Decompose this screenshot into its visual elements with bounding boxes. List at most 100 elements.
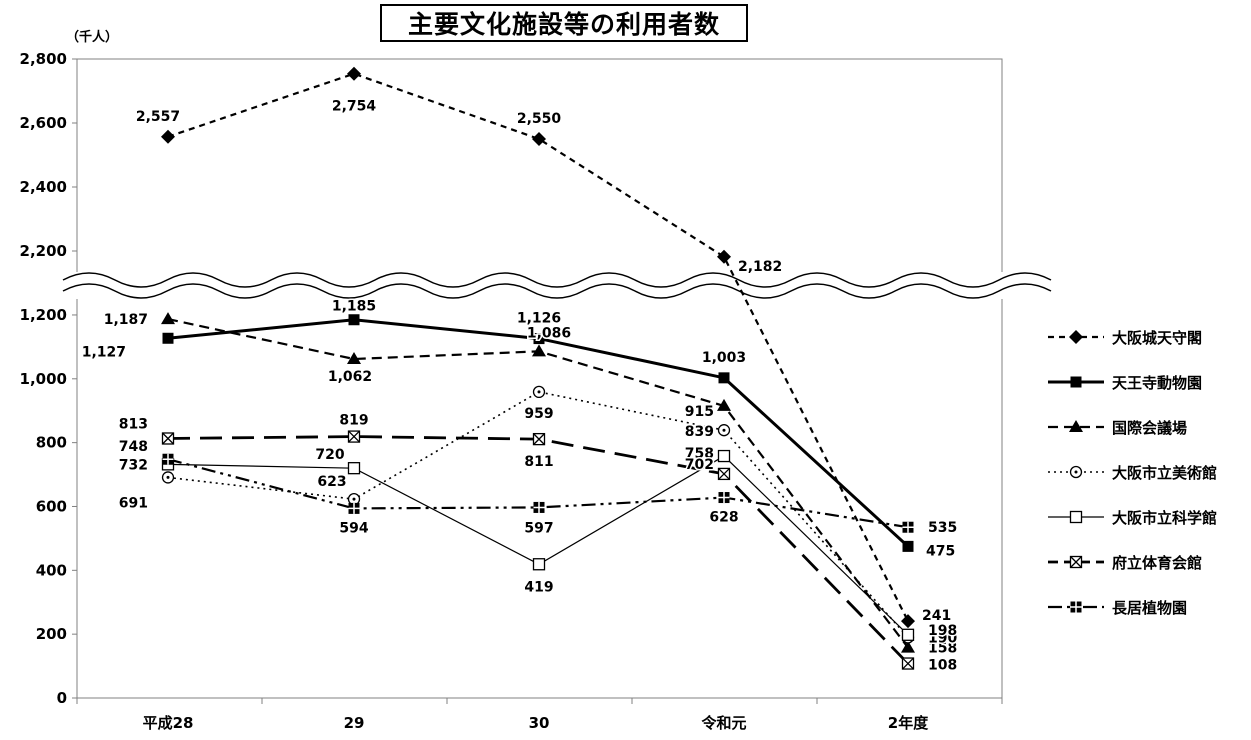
data-label-prefectural-gym: 811 — [524, 454, 553, 470]
point-prefectural-gym-x — [902, 658, 914, 669]
data-label-prefectural-gym: 819 — [339, 413, 368, 429]
point-intl-conference — [347, 352, 361, 365]
point-intl-conference — [901, 640, 915, 653]
data-label-prefectural-gym: 108 — [928, 658, 957, 674]
x-tick-label: 30 — [529, 714, 550, 732]
legend-marker-intl-conference — [1069, 420, 1083, 432]
point-intl-conference — [532, 344, 546, 357]
point-tennoji-zoo — [162, 332, 174, 344]
point-city-art-museum-dot — [722, 428, 726, 432]
data-label-osaka-castle: 2,754 — [332, 99, 377, 115]
data-label-osaka-castle: 2,550 — [517, 111, 562, 127]
data-label-osaka-castle: 2,557 — [136, 109, 180, 125]
point-city-art-museum-dot — [537, 390, 541, 394]
point-osaka-castle — [717, 249, 731, 264]
legend-label-city-art-museum: 大阪市立美術館 — [1112, 464, 1217, 482]
x-tick-label: 2年度 — [888, 714, 929, 732]
legend-marker-osaka-castle — [1069, 330, 1083, 344]
data-label-intl-conference: 1,062 — [328, 369, 372, 385]
point-city-science-museum — [717, 449, 731, 463]
point-city-science-museum — [532, 558, 546, 571]
data-label-tennoji-zoo: 1,127 — [82, 344, 126, 360]
y-tick-label: 0 — [57, 689, 67, 707]
data-label-city-art-museum: 691 — [119, 495, 148, 511]
data-label-intl-conference: 1,086 — [527, 325, 571, 341]
data-label-tennoji-zoo: 1,185 — [332, 299, 376, 315]
data-label-intl-conference: 1,187 — [104, 312, 148, 328]
point-nagai-botanical-plus — [533, 501, 545, 513]
point-nagai-botanical-plus — [162, 453, 174, 465]
legend-label-osaka-castle: 大阪城天守閣 — [1112, 329, 1202, 347]
point-city-art-museum-dot — [166, 475, 170, 479]
y-tick-label: 200 — [36, 625, 67, 643]
chart-title: 主要文化施設等の利用者数 — [380, 4, 748, 42]
data-label-prefectural-gym: 813 — [119, 416, 148, 432]
data-label-tennoji-zoo: 1,003 — [702, 350, 746, 366]
data-label-tennoji-zoo: 475 — [926, 543, 955, 559]
data-label-intl-conference: 915 — [685, 404, 714, 420]
y-tick-label: 2,400 — [20, 178, 67, 196]
legend-label-intl-conference: 国際会議場 — [1112, 419, 1187, 437]
point-intl-conference — [161, 312, 175, 325]
data-label-osaka-castle: 241 — [922, 608, 951, 624]
data-label-nagai-botanical: 748 — [119, 439, 148, 455]
point-intl-conference — [717, 398, 731, 411]
series-line-intl-conference — [167, 318, 909, 649]
data-label-prefectural-gym: 702 — [685, 457, 714, 473]
point-prefectural-gym-x — [533, 433, 545, 445]
point-nagai-botanical-plus — [348, 502, 360, 514]
point-prefectural-gym-x — [348, 431, 360, 443]
plot-frame — [76, 58, 1003, 699]
data-label-city-science-museum: 758 — [685, 446, 714, 462]
legend-marker-nagai-botanical-plus — [1070, 601, 1082, 613]
y-tick-label: 1,200 — [20, 306, 67, 324]
legend-label-city-science-museum: 大阪市立科学館 — [1112, 509, 1217, 527]
axis-break-line-top — [62, 272, 1052, 288]
legend-label-nagai-botanical: 長居植物園 — [1112, 599, 1187, 617]
data-label-city-science-museum: 419 — [524, 579, 553, 595]
data-label-city-science-museum: 198 — [928, 623, 957, 639]
y-tick-label: 600 — [36, 497, 67, 515]
point-city-science-museum — [901, 628, 915, 641]
data-label-osaka-castle: 2,182 — [738, 259, 782, 275]
legend-marker-city-science-museum — [1069, 510, 1083, 524]
point-nagai-botanical-plus — [718, 492, 730, 504]
point-prefectural-gym-x — [162, 433, 174, 444]
data-label-city-art-museum: 959 — [524, 406, 553, 422]
data-label-nagai-botanical: 597 — [524, 520, 553, 536]
data-label-city-science-museum: 720 — [315, 447, 344, 463]
data-label-intl-conference: 158 — [928, 641, 957, 657]
series-line-city-science-museum — [167, 455, 909, 636]
legend-marker-tennoji-zoo — [1070, 376, 1082, 388]
y-tick-label: 2,200 — [20, 242, 67, 260]
x-tick-label: 29 — [344, 714, 365, 732]
point-tennoji-zoo — [718, 372, 730, 384]
y-tick-label: 2,600 — [20, 114, 67, 132]
point-city-art-museum-dot — [352, 497, 356, 501]
legend-label-prefectural-gym: 府立体育会館 — [1112, 554, 1202, 572]
y-tick-label: 2,800 — [20, 50, 67, 68]
data-label-city-art-museum: 190 — [928, 630, 957, 646]
data-label-nagai-botanical: 535 — [928, 520, 957, 536]
legend-label-tennoji-zoo: 天王寺動物園 — [1112, 374, 1202, 392]
data-label-city-art-museum: 839 — [685, 424, 714, 440]
point-osaka-castle — [347, 66, 361, 81]
y-unit-label: （千人） — [66, 30, 119, 45]
point-city-science-museum — [347, 462, 361, 475]
point-osaka-castle — [901, 614, 915, 629]
data-label-nagai-botanical: 628 — [709, 510, 738, 526]
series-line-prefectural-gym — [167, 435, 910, 665]
point-osaka-castle — [161, 129, 175, 144]
point-tennoji-zoo — [902, 540, 914, 552]
axis-break-line-bottom — [62, 283, 1052, 299]
x-tick-label: 平成28 — [143, 714, 194, 732]
y-tick-label: 400 — [36, 561, 67, 579]
legend-marker-city-art-museum-dot — [1074, 470, 1078, 474]
y-tick-label: 1,000 — [20, 370, 67, 388]
legend-marker-prefectural-gym-x — [1070, 556, 1082, 568]
y-tick-label: 800 — [36, 434, 67, 452]
point-prefectural-gym-x — [718, 468, 730, 480]
data-label-city-art-museum: 623 — [317, 474, 346, 490]
data-label-city-science-museum: 732 — [119, 457, 148, 473]
